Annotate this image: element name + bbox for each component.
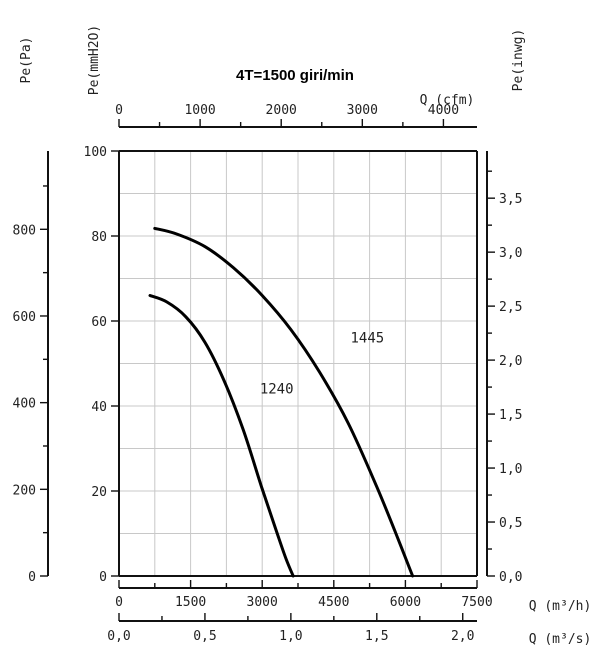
tick-label-y-inwg: 1,5 xyxy=(499,408,522,423)
tick-label-x-m3h: 7500 xyxy=(461,595,492,610)
x-secondary-axis-label: Q (m³/s) xyxy=(529,632,592,647)
tick-label-y-inwg: 1,0 xyxy=(499,462,522,477)
tick-label-x-cfm: 1000 xyxy=(184,103,215,118)
tick-labels: 02040608010002004006008000,00,51,01,52,0… xyxy=(13,103,523,644)
y-primary-axis-label: Pe(mmH2O) xyxy=(87,25,102,95)
tick-label-x-m3h: 1500 xyxy=(175,595,206,610)
tick-label-x-m3h: 0 xyxy=(115,595,123,610)
series-label-1445: 1445 xyxy=(351,330,385,346)
tick-label-y-inwg: 0,5 xyxy=(499,516,522,531)
tick-label-x-m3h: 3000 xyxy=(247,595,278,610)
tick-label-x-cfm: 2000 xyxy=(266,103,297,118)
tick-label-y-mmh2o: 0 xyxy=(99,570,107,585)
tick-label-x-m3h: 6000 xyxy=(390,595,421,610)
tick-label-y-mmh2o: 20 xyxy=(91,485,107,500)
tick-label-y-inwg: 2,0 xyxy=(499,354,522,369)
tick-label-y-pa: 0 xyxy=(28,570,36,585)
series: 1445 1240 xyxy=(148,226,415,578)
tick-label-x-m3s: 0,5 xyxy=(193,629,216,644)
tick-label-y-mmh2o: 60 xyxy=(91,315,107,330)
tick-label-y-mmh2o: 80 xyxy=(91,230,107,245)
tick-label-x-m3s: 0,0 xyxy=(107,629,130,644)
tick-label-y-inwg: 3,5 xyxy=(499,192,522,207)
y-right-axis-label: Pe(inwg) xyxy=(511,29,526,92)
tick-marks xyxy=(40,119,495,621)
series-label-1240: 1240 xyxy=(260,381,294,397)
tick-label-y-mmh2o: 40 xyxy=(91,400,107,415)
series-line-1240 xyxy=(148,294,295,578)
tick-label-x-cfm: 3000 xyxy=(347,103,378,118)
tick-label-x-m3s: 1,0 xyxy=(279,629,302,644)
tick-label-x-cfm: 4000 xyxy=(428,103,459,118)
tick-label-x-m3s: 1,5 xyxy=(365,629,388,644)
tick-label-x-cfm: 0 xyxy=(115,103,123,118)
tick-label-x-m3s: 2,0 xyxy=(451,629,474,644)
tick-label-y-pa: 800 xyxy=(13,223,36,238)
tick-label-y-pa: 400 xyxy=(13,397,36,412)
tick-label-y-inwg: 3,0 xyxy=(499,246,522,261)
x-top-axis-label: Q (cfm) xyxy=(420,93,475,108)
grid xyxy=(119,151,477,576)
chart-title: 4T=1500 giri/min xyxy=(236,67,354,84)
y-left-axis-label: Pe(Pa) xyxy=(19,37,34,84)
tick-label-x-m3h: 4500 xyxy=(318,595,349,610)
tick-label-y-pa: 600 xyxy=(13,310,36,325)
tick-label-y-pa: 200 xyxy=(13,483,36,498)
axes xyxy=(47,126,488,622)
x-primary-axis-label: Q (m³/h) xyxy=(529,599,592,614)
tick-label-y-mmh2o: 100 xyxy=(84,145,107,160)
tick-label-y-inwg: 0,0 xyxy=(499,570,522,585)
tick-label-y-inwg: 2,5 xyxy=(499,300,522,315)
series-line-1445 xyxy=(153,226,415,578)
